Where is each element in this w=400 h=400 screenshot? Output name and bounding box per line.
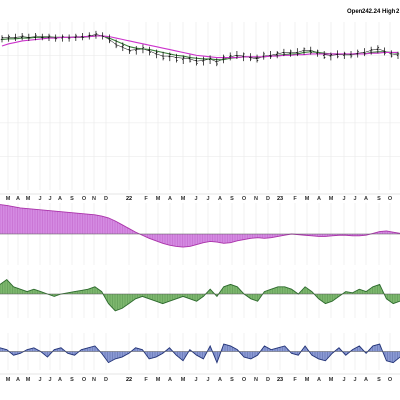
tick-label-month: J <box>206 196 209 202</box>
tick-label-month: M <box>305 377 310 383</box>
tick-label-month: A <box>218 377 222 383</box>
tick-label-month: O <box>242 377 247 383</box>
tick-label-month: F <box>293 196 297 202</box>
tick-label-year: 22 <box>126 377 132 383</box>
tick-label-month: A <box>16 196 20 202</box>
tick-label-month: N <box>254 377 258 383</box>
high-value: 2 <box>396 9 400 15</box>
tick-label-month: F <box>144 377 148 383</box>
chart-header: Open 242.24 High 2 <box>347 9 400 15</box>
indicator-panel-3: M A M J J A S O N D 22 F M A M J J A S O N D 23 F M A M J J A S O <box>0 333 400 383</box>
tick-label-month: A <box>317 377 321 383</box>
tick-label-month: J <box>38 377 41 383</box>
tick-label-month: M <box>156 196 161 202</box>
tick-label-month: S <box>377 377 381 383</box>
tick-label-month: J <box>342 377 345 383</box>
tick-label-month: M <box>26 377 31 383</box>
tick-label-month: M <box>26 196 31 202</box>
tick-label-month: A <box>58 196 62 202</box>
tick-label-month: O <box>388 377 393 383</box>
tick-label-month: A <box>168 377 172 383</box>
tick-label-year: 22 <box>126 196 132 202</box>
tick-label-month: M <box>6 196 11 202</box>
tick-label-month: A <box>58 377 62 383</box>
tick-label-month: A <box>364 377 368 383</box>
indicator-line <box>0 279 400 312</box>
tick-label-month: J <box>194 196 197 202</box>
tick-label-month: A <box>317 196 321 202</box>
open-value: 242.24 <box>362 9 381 15</box>
tick-label-month: A <box>218 196 222 202</box>
high-label: High <box>382 9 396 15</box>
tick-label-month: D <box>266 377 270 383</box>
tick-label-month: J <box>48 196 51 202</box>
tick-label-month: O <box>82 377 87 383</box>
x-axis-panel: M A M J J A S O N D 22 F M A M J J A S O N D 23 F M A M J J A S O <box>0 193 400 202</box>
tick-label-month: O <box>242 196 247 202</box>
tick-label-month: M <box>181 377 186 383</box>
indicator-line <box>0 204 400 248</box>
price-panel <box>0 22 400 190</box>
indicator-panel-2 <box>0 270 400 318</box>
indicator-line <box>0 343 400 364</box>
tick-label-month: J <box>206 377 209 383</box>
price-series-line <box>1 35 398 59</box>
tick-label-month: M <box>6 377 11 383</box>
tick-label-month: D <box>266 196 270 202</box>
tick-label-month: O <box>82 196 87 202</box>
tick-label-month: J <box>353 377 356 383</box>
tick-label-month: M <box>329 377 334 383</box>
tick-label-month: M <box>329 196 334 202</box>
tick-label-month: M <box>181 196 186 202</box>
tick-label-month: F <box>144 196 148 202</box>
tick-label-month: S <box>230 377 234 383</box>
tick-label-month: J <box>38 196 41 202</box>
tick-label-month: M <box>156 377 161 383</box>
tick-label-year: 23 <box>277 196 283 202</box>
indicator-panel-1 <box>0 203 400 265</box>
tick-label-month: J <box>353 196 356 202</box>
tick-label-month: O <box>388 196 393 202</box>
tick-label-month: N <box>92 196 96 202</box>
tick-label-month: M <box>305 196 310 202</box>
tick-label-month: D <box>104 377 108 383</box>
tick-label-month: J <box>342 196 345 202</box>
tick-label-month: N <box>92 377 96 383</box>
tick-label-month: F <box>293 377 297 383</box>
tick-label-month: A <box>168 196 172 202</box>
tick-label-month: J <box>48 377 51 383</box>
tick-label-month: D <box>104 196 108 202</box>
tick-label-month: J <box>194 377 197 383</box>
tick-label-month: A <box>16 377 20 383</box>
tick-label-month: S <box>377 196 381 202</box>
tick-label-month: S <box>70 196 74 202</box>
tick-label-month: S <box>70 377 74 383</box>
tick-label-month: S <box>230 196 234 202</box>
tick-label-month: A <box>364 196 368 202</box>
tick-label-year: 23 <box>277 377 283 383</box>
open-label: Open <box>347 9 363 15</box>
tick-label-month: N <box>254 196 258 202</box>
